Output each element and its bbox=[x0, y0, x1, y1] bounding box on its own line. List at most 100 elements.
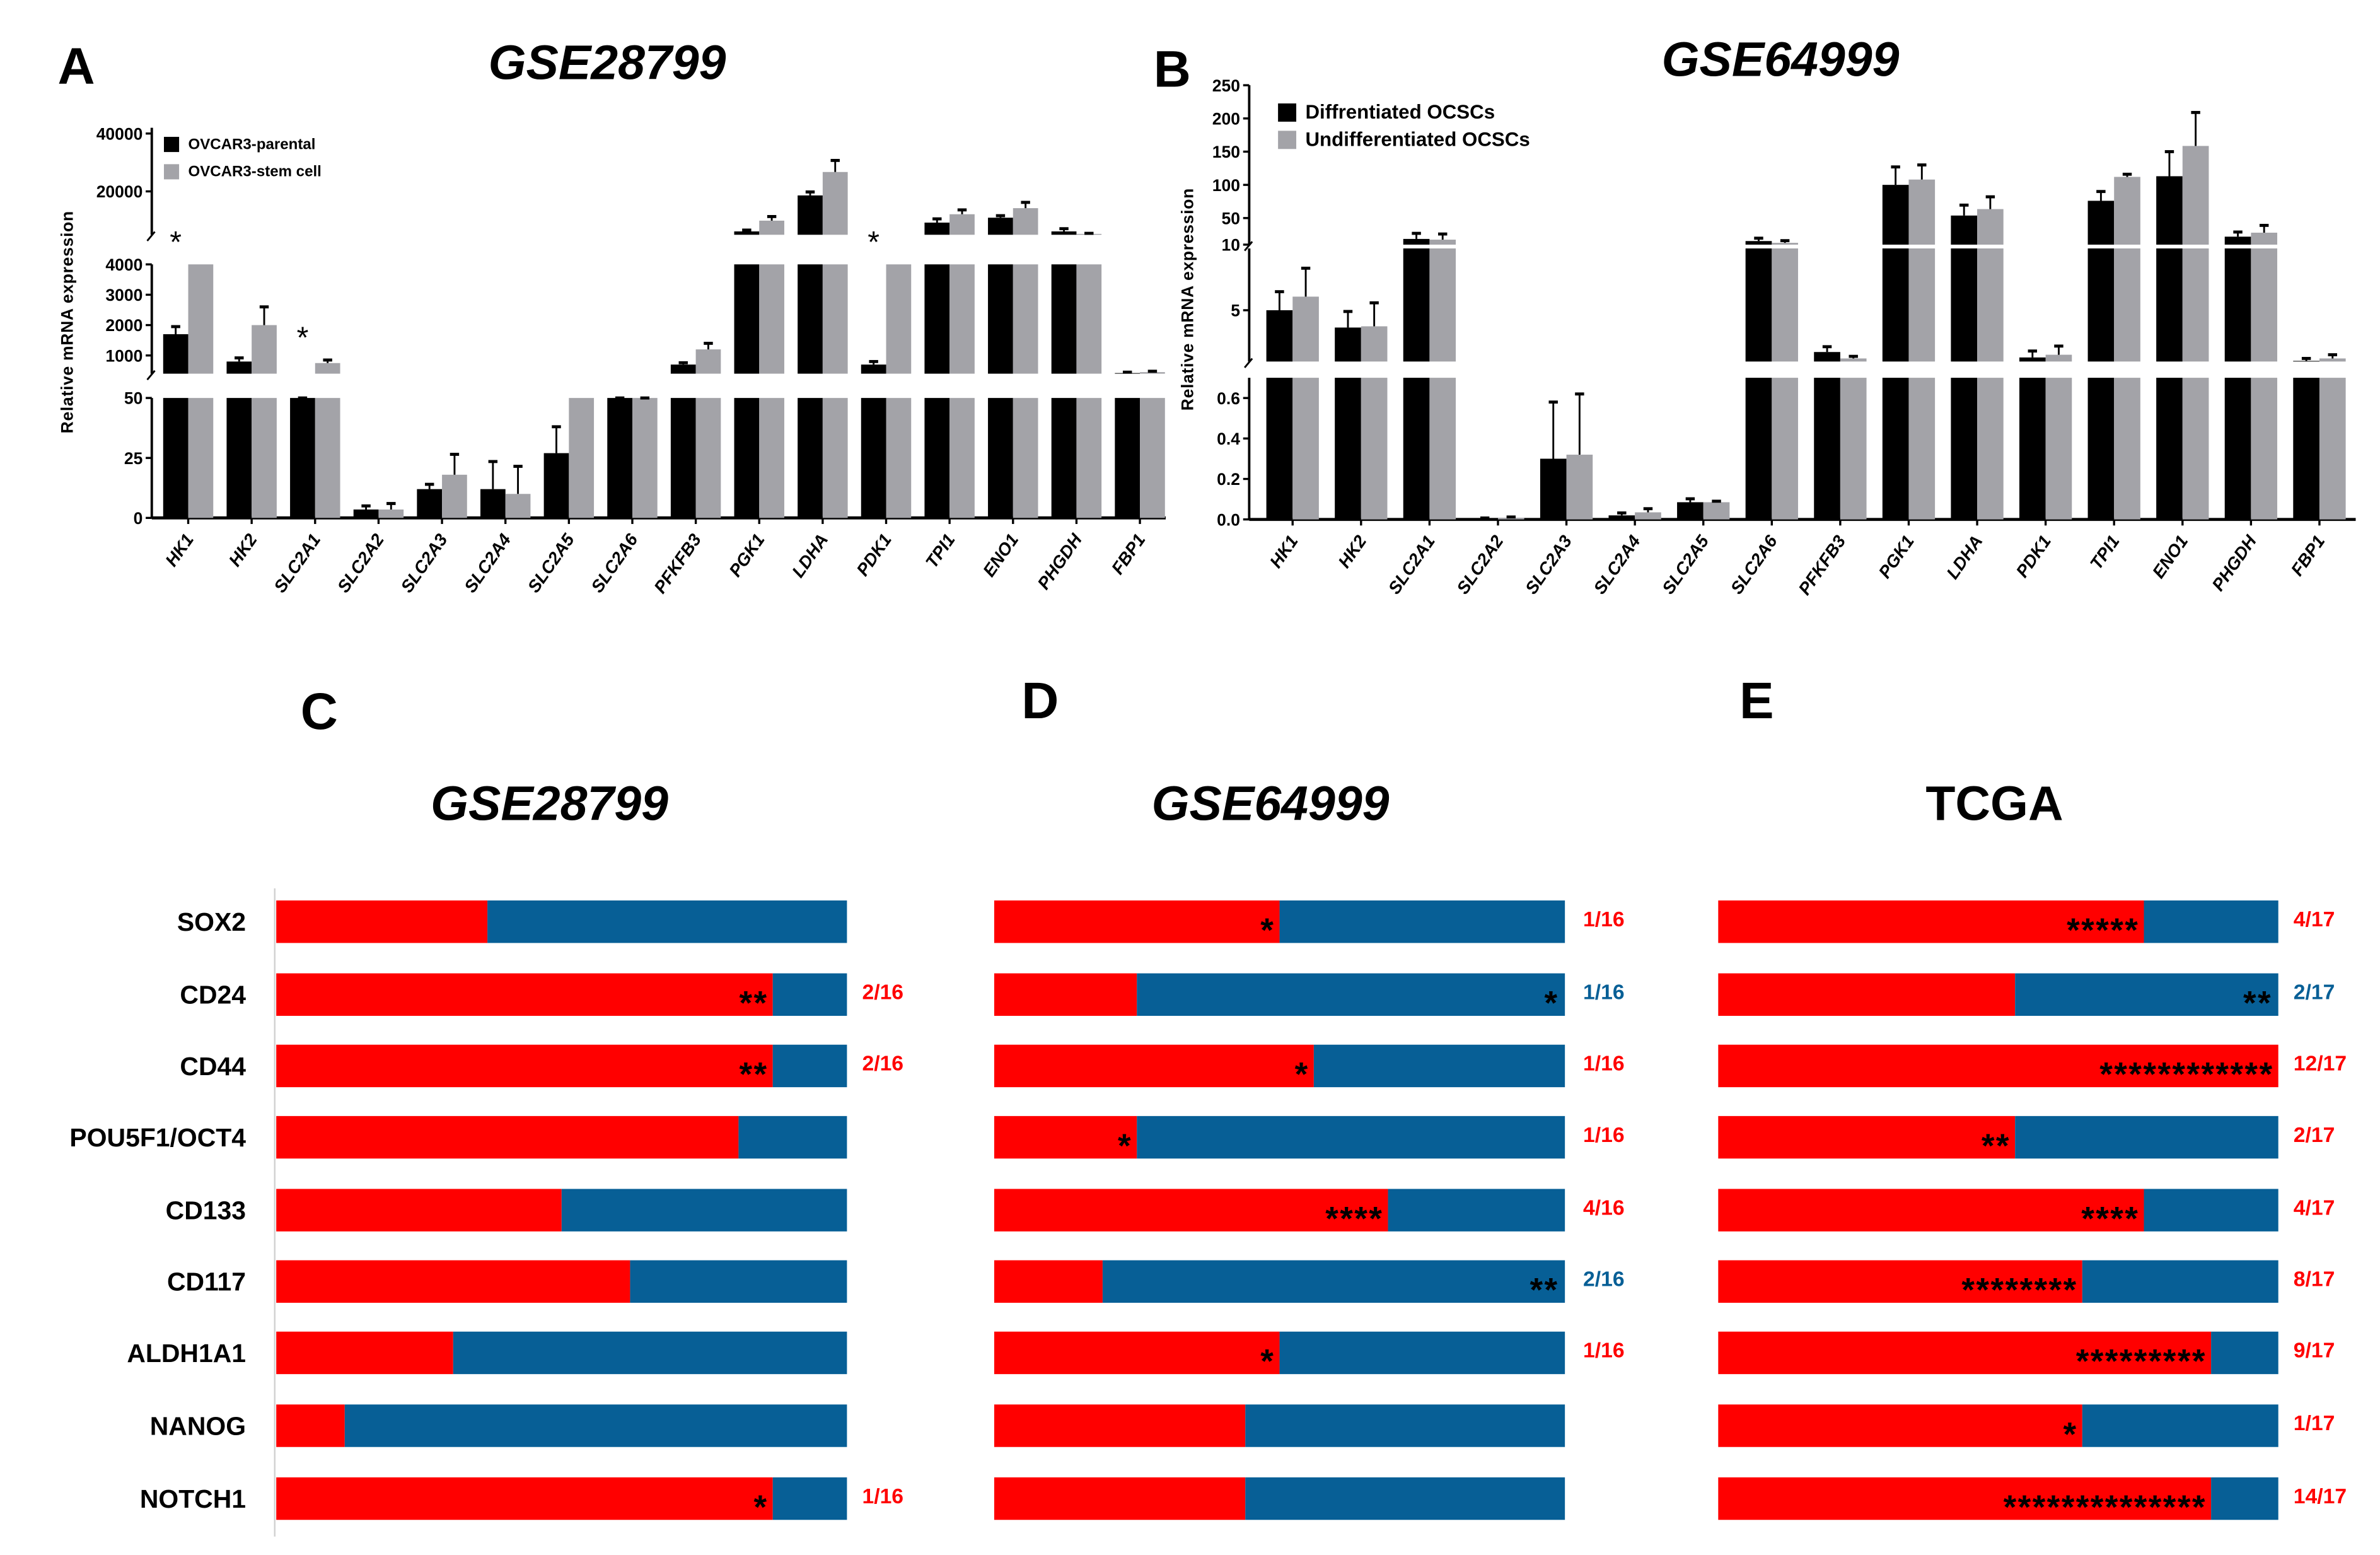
bar-red-cd117 bbox=[994, 1260, 1103, 1303]
fraction-label: 1/16 bbox=[1583, 1339, 1625, 1363]
x-tick-label: HK2 bbox=[1334, 532, 1370, 572]
y-tick-label: 3000 bbox=[105, 286, 142, 305]
bar-blue-cd24 bbox=[1137, 973, 1565, 1016]
x-tick-label: SLC2A6 bbox=[587, 530, 642, 596]
x-tick-label: SLC2A2 bbox=[334, 530, 388, 596]
bar-ovcar3-stem-cell-slc2a3 bbox=[442, 474, 467, 518]
bar-ovcar3-stem-cell-eno1 bbox=[1013, 208, 1038, 235]
bar-blue-cd133 bbox=[1388, 1189, 1565, 1232]
x-tick-label: PHGDH bbox=[1033, 530, 1086, 593]
bar-ovcar3-stem-cell-slc2a1 bbox=[315, 398, 340, 518]
y-tick-label: 100 bbox=[1212, 176, 1240, 195]
bar-ovcar3-stem-cell-tpi1 bbox=[949, 398, 975, 518]
bar-diffrentiated-ocscs-pfkfb3 bbox=[1814, 352, 1840, 362]
bar-blue-cd117 bbox=[1102, 1260, 1565, 1303]
bar-blue-cd44 bbox=[772, 1044, 847, 1088]
bar-ovcar3-parental-phgdh bbox=[1051, 264, 1077, 374]
bar-undifferentiated-ocscs-ldha bbox=[1977, 248, 2004, 362]
x-tick-label: LDHA bbox=[788, 530, 832, 581]
significance-stars: ******** bbox=[1961, 1272, 2077, 1309]
x-tick-label: SLC2A5 bbox=[1658, 532, 1713, 598]
fraction-label: 1/16 bbox=[1583, 907, 1625, 931]
bar-blue-pou5f1/oct4 bbox=[1137, 1115, 1565, 1159]
bar-ovcar3-parental-slc2a1 bbox=[290, 398, 315, 518]
bar-red-pou5f1/oct4 bbox=[276, 1115, 739, 1159]
bar-ovcar3-stem-cell-slc2a2 bbox=[378, 509, 404, 518]
bar-diffrentiated-ocscs-slc2a6 bbox=[1745, 248, 1772, 362]
y-axis-label: Relative mRNA expression bbox=[58, 211, 77, 433]
significance-stars: ** bbox=[2243, 985, 2272, 1022]
bar-blue-cd44 bbox=[1313, 1044, 1565, 1088]
significance-stars: ** bbox=[739, 985, 768, 1022]
x-tick-label: HK2 bbox=[225, 530, 261, 570]
significance-stars: ************ bbox=[2099, 1056, 2273, 1093]
bar-blue-nanog bbox=[1245, 1404, 1565, 1447]
significance-stars: ** bbox=[739, 1056, 768, 1093]
bar-undifferentiated-ocscs-slc2a5 bbox=[1703, 502, 1730, 520]
bar-diffrentiated-ocscs-hk1 bbox=[1266, 378, 1293, 520]
panel-b-title: GSE64999 bbox=[1662, 33, 1900, 87]
bar-ovcar3-parental-pfkfb3 bbox=[670, 364, 696, 374]
bar-undifferentiated-ocscs-phgdh bbox=[2251, 232, 2278, 245]
bar-ovcar3-stem-cell-slc2a1 bbox=[315, 363, 340, 374]
axis-break-mark bbox=[1244, 358, 1253, 368]
y-tick-label: 0.0 bbox=[1217, 510, 1240, 529]
gene-label: NOTCH1 bbox=[140, 1484, 246, 1513]
significance-star: * bbox=[868, 225, 879, 259]
panel-d-chart: * 1/16 * 1/16 * 1/16 * 1/16 **** 4/16 ** 2/16 * 1/16 bbox=[994, 900, 1625, 1520]
bar-diffrentiated-ocscs-slc2a6 bbox=[1745, 378, 1772, 520]
bar-ovcar3-stem-cell-pgk1 bbox=[759, 398, 784, 518]
bar-diffrentiated-ocscs-eno1 bbox=[2156, 248, 2183, 362]
bar-ovcar3-parental-pdk1 bbox=[861, 398, 886, 518]
fraction-label: 2/17 bbox=[2294, 980, 2335, 1004]
bar-diffrentiated-ocscs-phgdh bbox=[2224, 378, 2251, 520]
bar-undifferentiated-ocscs-phgdh bbox=[2251, 248, 2278, 362]
bar-undifferentiated-ocscs-eno1 bbox=[2182, 248, 2209, 362]
bar-ovcar3-stem-cell-pgk1 bbox=[759, 220, 784, 235]
bar-blue-pou5f1/oct4 bbox=[738, 1115, 847, 1159]
bar-blue-cd133 bbox=[561, 1189, 847, 1232]
significance-stars: ********* bbox=[2076, 1343, 2207, 1380]
bar-ovcar3-parental-hk2 bbox=[226, 398, 252, 518]
bar-blue-nanog bbox=[2082, 1404, 2278, 1447]
bar-red-cd44 bbox=[1718, 1044, 2278, 1088]
bar-diffrentiated-ocscs-slc2a4 bbox=[1608, 515, 1635, 520]
bar-undifferentiated-ocscs-slc2a2 bbox=[1497, 518, 1524, 520]
bar-ovcar3-parental-eno1 bbox=[988, 398, 1013, 518]
x-tick-label: SLC2A3 bbox=[1521, 532, 1576, 598]
bar-diffrentiated-ocscs-slc2a5 bbox=[1677, 502, 1704, 520]
bar-ovcar3-parental-slc2a2 bbox=[353, 509, 379, 518]
x-tick-label: FBP1 bbox=[1108, 530, 1149, 578]
legend-label: Diffrentiated OCSCs bbox=[1305, 101, 1495, 123]
bar-undifferentiated-ocscs-hk1 bbox=[1292, 296, 1319, 362]
bar-ovcar3-stem-cell-fbp1 bbox=[1140, 372, 1165, 374]
bar-blue-cd117 bbox=[2082, 1260, 2278, 1303]
fraction-label: 9/17 bbox=[2294, 1339, 2335, 1363]
y-tick-label: 200 bbox=[1212, 109, 1240, 128]
bar-undifferentiated-ocscs-slc2a6 bbox=[1772, 243, 1798, 245]
bar-diffrentiated-ocscs-eno1 bbox=[2156, 176, 2183, 245]
bar-diffrentiated-ocscs-pgk1 bbox=[1882, 378, 1909, 520]
bar-ovcar3-parental-phgdh bbox=[1051, 398, 1077, 518]
bar-undifferentiated-ocscs-slc2a3 bbox=[1566, 455, 1593, 520]
legend-swatch bbox=[1278, 103, 1297, 122]
bar-ovcar3-parental-hk2 bbox=[226, 361, 252, 374]
bar-ovcar3-parental-eno1 bbox=[988, 218, 1013, 235]
bar-undifferentiated-ocscs-pgk1 bbox=[1908, 179, 1936, 245]
fraction-label: 1/16 bbox=[862, 1484, 903, 1508]
y-tick-label: 0.6 bbox=[1217, 389, 1240, 408]
bar-red-pou5f1/oct4 bbox=[1718, 1115, 2016, 1159]
significance-stars: ************** bbox=[2004, 1489, 2207, 1526]
bar-blue-aldh1a1 bbox=[1279, 1331, 1565, 1375]
legend-label: OVCAR3-parental bbox=[189, 136, 316, 153]
bar-diffrentiated-ocscs-eno1 bbox=[2156, 378, 2183, 520]
panel-letter-b: B bbox=[1154, 41, 1191, 98]
bar-ovcar3-parental-pgk1 bbox=[734, 231, 760, 235]
bar-diffrentiated-ocscs-ldha bbox=[1951, 215, 1978, 245]
bar-red-cd44 bbox=[276, 1044, 773, 1088]
bar-ovcar3-parental-slc2a3 bbox=[417, 489, 443, 518]
bar-ovcar3-parental-pfkfb3 bbox=[670, 398, 696, 518]
bar-ovcar3-stem-cell-ldha bbox=[822, 398, 848, 518]
bar-diffrentiated-ocscs-slc2a1 bbox=[1403, 248, 1430, 362]
bar-red-cd117 bbox=[1718, 1260, 2082, 1303]
